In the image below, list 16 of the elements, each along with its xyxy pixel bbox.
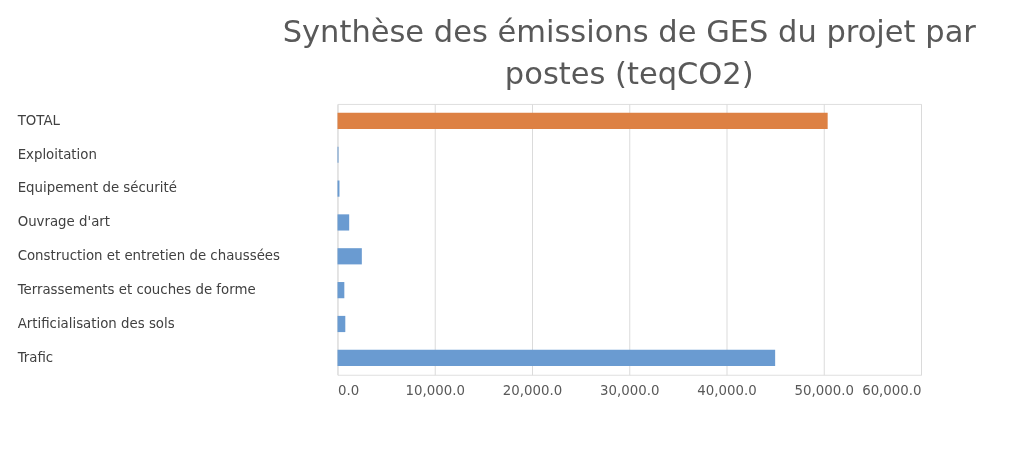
y-tick-label: Artificialisation des sols xyxy=(17,315,175,331)
x-tick-label: 60,000.0 xyxy=(862,383,922,399)
y-tick-label: Terrassements et couches de forme xyxy=(16,281,256,297)
x-tick-label: 50,000.0 xyxy=(794,383,854,399)
y-tick-label: Ouvrage d'art xyxy=(17,214,111,230)
y-tick-label: TOTAL xyxy=(16,112,61,128)
x-tick-label: 10,000.0 xyxy=(405,383,465,399)
y-tick-label: Equipement de sécurité xyxy=(17,180,177,196)
y-tick-label: Exploitation xyxy=(17,146,97,162)
x-tick-label: 30,000.0 xyxy=(600,383,660,399)
chart-title: Synthèse des émissions de GES du projet par postes (teqCO2) xyxy=(282,14,977,91)
y-tick-label: Construction et entretien de chaussées xyxy=(17,248,281,264)
x-tick-label: 40,000.0 xyxy=(697,383,757,399)
x-tick-label: 20,000.0 xyxy=(502,383,563,399)
y-tick-label: Trafic xyxy=(16,349,54,365)
x-tick-label: 0.0 xyxy=(338,383,360,399)
